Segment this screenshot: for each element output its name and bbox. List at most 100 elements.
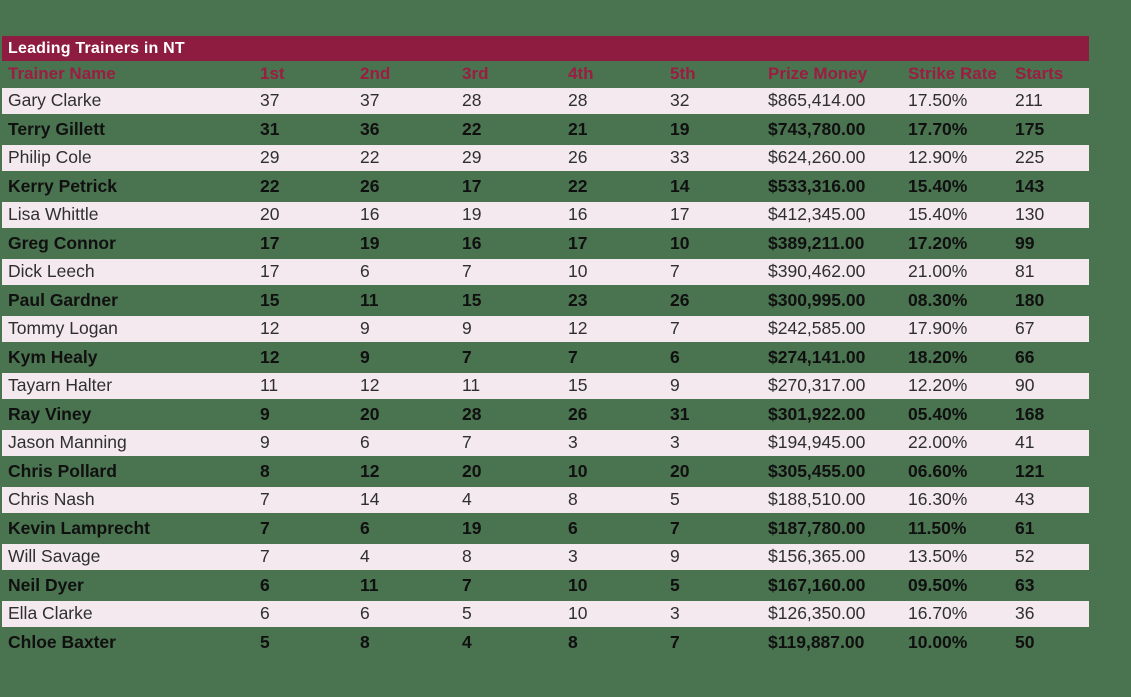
- cell-strike-rate: 13.50%: [908, 546, 968, 567]
- cell-4th: 28: [568, 90, 588, 111]
- cell-trainer-name: Paul Gardner: [8, 290, 118, 311]
- cell-1st: 20: [260, 204, 280, 225]
- cell-strike-rate: 15.40%: [908, 204, 968, 225]
- cell-trainer-name: Ella Clarke: [8, 603, 93, 624]
- cell-trainer-name: Chris Nash: [8, 489, 95, 510]
- cell-4th: 16: [568, 204, 588, 225]
- cell-trainer-name: Tommy Logan: [8, 318, 118, 339]
- cell-5th: 31: [670, 404, 690, 425]
- cell-4th: 10: [568, 261, 588, 282]
- cell-4th: 3: [568, 432, 578, 453]
- cell-starts: 63: [1015, 575, 1035, 596]
- column-header-strike-rate: Strike Rate: [908, 64, 997, 83]
- cell-2nd: 12: [360, 375, 380, 396]
- cell-starts: 50: [1015, 632, 1035, 653]
- cell-trainer-name: Tayarn Halter: [8, 375, 113, 396]
- cell-5th: 3: [670, 432, 680, 453]
- cell-1st: 9: [260, 404, 270, 425]
- cell-4th: 8: [568, 632, 578, 653]
- table-row: Neil Dyer 6 11 7 10 5 $167,160.00 09.50% 63: [2, 572, 1089, 601]
- cell-starts: 61: [1015, 518, 1035, 539]
- cell-2nd: 8: [360, 632, 370, 653]
- cell-starts: 99: [1015, 233, 1035, 254]
- cell-3rd: 29: [462, 147, 482, 168]
- cell-4th: 7: [568, 347, 578, 368]
- cell-strike-rate: 11.50%: [908, 518, 967, 539]
- cell-1st: 37: [260, 90, 280, 111]
- cell-1st: 17: [260, 261, 280, 282]
- cell-1st: 12: [260, 318, 280, 339]
- table-row: Chris Pollard 8 12 20 10 20 $305,455.00 06.60% 1…: [2, 458, 1089, 487]
- table-row: Philip Cole 29 22 29 26 33 $624,260.00 12.90% 22…: [2, 144, 1089, 173]
- cell-prize-money: $390,462.00: [768, 261, 866, 282]
- cell-trainer-name: Greg Connor: [8, 233, 116, 254]
- cell-starts: 143: [1015, 176, 1045, 197]
- cell-strike-rate: 17.50%: [908, 90, 968, 111]
- cell-2nd: 19: [360, 233, 380, 254]
- column-header-3rd: 3rd: [462, 64, 489, 83]
- cell-starts: 52: [1015, 546, 1035, 567]
- cell-4th: 26: [568, 147, 588, 168]
- cell-starts: 67: [1015, 318, 1035, 339]
- cell-starts: 225: [1015, 147, 1045, 168]
- cell-strike-rate: 18.20%: [908, 347, 968, 368]
- cell-starts: 180: [1015, 290, 1045, 311]
- cell-strike-rate: 17.90%: [908, 318, 968, 339]
- cell-prize-money: $389,211.00: [768, 233, 865, 254]
- cell-5th: 9: [670, 546, 680, 567]
- cell-strike-rate: 17.20%: [908, 233, 968, 254]
- cell-1st: 31: [260, 119, 280, 140]
- table-row: Will Savage 7 4 8 3 9 $156,365.00 13.50% 52: [2, 543, 1089, 572]
- cell-2nd: 9: [360, 347, 370, 368]
- cell-3rd: 20: [462, 461, 482, 482]
- cell-2nd: 6: [360, 603, 370, 624]
- cell-starts: 168: [1015, 404, 1045, 425]
- cell-prize-money: $156,365.00: [768, 546, 866, 567]
- cell-3rd: 22: [462, 119, 482, 140]
- title-bar: Leading Trainers in NT: [2, 36, 1089, 61]
- cell-starts: 175: [1015, 119, 1045, 140]
- cell-2nd: 14: [360, 489, 380, 510]
- page-title: Leading Trainers in NT: [8, 39, 185, 57]
- cell-starts: 121: [1015, 461, 1045, 482]
- table-row: Lisa Whittle 20 16 19 16 17 $412,345.00 15.40% 1…: [2, 201, 1089, 230]
- cell-strike-rate: 21.00%: [908, 261, 968, 282]
- cell-5th: 3: [670, 603, 680, 624]
- table-row: Tayarn Halter 11 12 11 15 9 $270,317.00 12.20% 9…: [2, 372, 1089, 401]
- cell-4th: 15: [568, 375, 588, 396]
- table-row: Jason Manning 9 6 7 3 3 $194,945.00 22.00% 41: [2, 429, 1089, 458]
- column-header-1st: 1st: [260, 64, 285, 83]
- column-header-4th: 4th: [568, 64, 594, 83]
- cell-2nd: 6: [360, 261, 370, 282]
- cell-strike-rate: 05.40%: [908, 404, 968, 425]
- cell-strike-rate: 22.00%: [908, 432, 968, 453]
- cell-prize-money: $270,317.00: [768, 375, 866, 396]
- cell-5th: 17: [670, 204, 690, 225]
- cell-1st: 8: [260, 461, 270, 482]
- cell-5th: 7: [670, 518, 680, 539]
- table-row: Chloe Baxter 5 8 4 8 7 $119,887.00 10.00% 50: [2, 629, 1089, 658]
- table-row: Kym Healy 12 9 7 7 6 $274,141.00 18.20% 66: [2, 344, 1089, 373]
- cell-trainer-name: Terry Gillett: [8, 119, 105, 140]
- cell-trainer-name: Ray Viney: [8, 404, 92, 425]
- cell-3rd: 19: [462, 518, 482, 539]
- cell-2nd: 22: [360, 147, 380, 168]
- cell-4th: 12: [568, 318, 588, 339]
- cell-prize-money: $865,414.00: [768, 90, 866, 111]
- leading-trainers-table: Leading Trainers in NT Trainer Name 1st …: [2, 36, 1089, 657]
- cell-2nd: 6: [360, 518, 370, 539]
- cell-3rd: 7: [462, 261, 472, 282]
- table-row: Gary Clarke 37 37 28 28 32 $865,414.00 17.50% 21…: [2, 87, 1089, 116]
- cell-5th: 14: [670, 176, 690, 197]
- cell-4th: 23: [568, 290, 588, 311]
- cell-3rd: 4: [462, 632, 472, 653]
- cell-2nd: 6: [360, 432, 370, 453]
- cell-prize-money: $300,995.00: [768, 290, 866, 311]
- table-row: Kerry Petrick 22 26 17 22 14 $533,316.00 15.40%…: [2, 173, 1089, 202]
- column-header-row: Trainer Name 1st 2nd 3rd 4th 5th Prize M…: [2, 61, 1089, 87]
- cell-2nd: 11: [360, 575, 379, 596]
- cell-3rd: 9: [462, 318, 472, 339]
- cell-2nd: 37: [360, 90, 380, 111]
- cell-1st: 6: [260, 575, 270, 596]
- cell-prize-money: $167,160.00: [768, 575, 866, 596]
